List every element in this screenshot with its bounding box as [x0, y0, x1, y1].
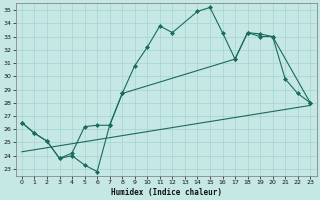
- X-axis label: Humidex (Indice chaleur): Humidex (Indice chaleur): [111, 188, 221, 197]
